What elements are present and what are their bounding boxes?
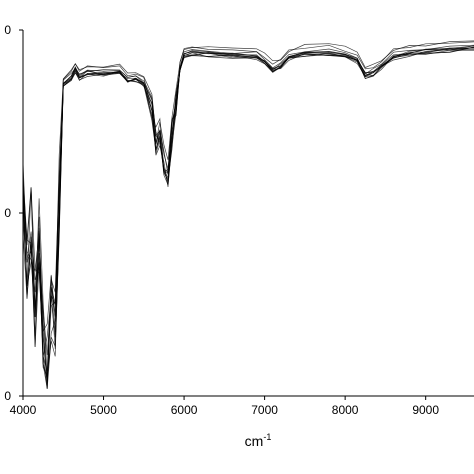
x-axis-title-unit: cm — [245, 433, 264, 449]
spectrum-line — [22, 47, 474, 389]
x-tick-label: 7000 — [251, 403, 278, 417]
spectrum-line — [22, 46, 474, 355]
spectrum-line — [22, 46, 474, 377]
plot-area — [22, 40, 474, 389]
y-tick-label: 0 — [4, 389, 11, 403]
x-tick-label: 4000 — [10, 403, 37, 417]
spectrum-line — [22, 47, 474, 380]
y-tick-label: 0 — [4, 206, 11, 220]
x-tick-label: 6000 — [171, 403, 198, 417]
spectrum-line — [22, 49, 474, 377]
x-tick-label: 9000 — [412, 403, 439, 417]
spectrum-line — [22, 45, 474, 383]
x-ticks: 4000 5000 6000 7000 8000 9000 — [10, 396, 439, 417]
x-tick-label: 8000 — [332, 403, 359, 417]
x-tick-label: 5000 — [90, 403, 117, 417]
y-ticks: 0 0 0 — [4, 23, 23, 403]
y-tick-label: 0 — [4, 23, 11, 37]
spectrum-line — [22, 47, 474, 389]
spectrum-line — [22, 45, 474, 389]
spectrum-line — [22, 41, 474, 371]
spectrum-line — [22, 40, 474, 337]
x-axis-title-exponent: -1 — [263, 432, 271, 442]
x-axis-title: cm-1 — [245, 432, 272, 449]
spectrum-line — [22, 44, 474, 357]
spectrum-line — [22, 49, 474, 382]
